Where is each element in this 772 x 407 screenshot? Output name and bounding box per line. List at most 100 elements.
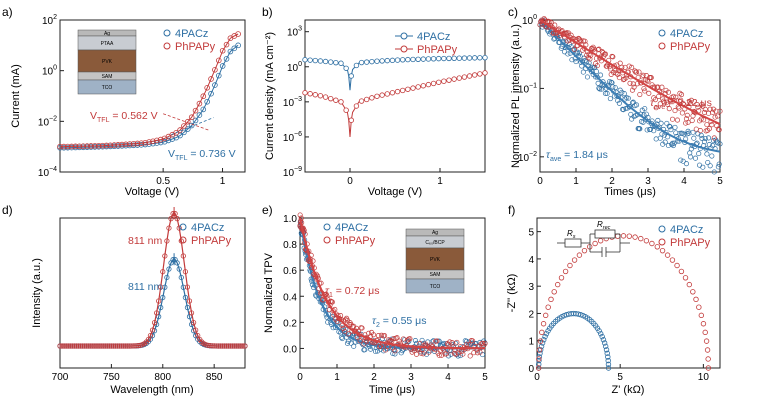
legend-marker-phpapy — [658, 238, 666, 246]
series-c — [537, 16, 723, 175]
x-tick-label: 700 — [52, 372, 69, 383]
x-tick-label: 3 — [408, 372, 414, 383]
y-axis-label-f: -Z'' (kΩ) — [506, 274, 518, 313]
data-point-phpapy — [154, 137, 160, 144]
plot-frame-e — [299, 217, 486, 369]
data-point-4pacz — [681, 131, 687, 137]
data-point-phpapy — [150, 138, 156, 145]
data-point-phpapy — [240, 343, 246, 349]
data-point-4pacz — [667, 124, 673, 130]
data-point-4pacz — [412, 338, 418, 344]
data-point-phpapy — [162, 253, 168, 259]
x-axis-label-c: Times (μs) — [604, 186, 656, 198]
data-point-phpapy — [623, 75, 629, 81]
data-point-4pacz — [446, 55, 452, 62]
data-point-phpapy — [693, 296, 699, 303]
data-point-4pacz — [212, 82, 218, 88]
data-point-phpapy — [607, 66, 613, 72]
data-point-phpapy — [212, 67, 218, 73]
data-point-4pacz — [223, 56, 230, 62]
data-point-phpapy — [242, 343, 248, 349]
data-point-4pacz — [405, 56, 411, 63]
data-point-4pacz — [619, 89, 625, 95]
data-point-4pacz — [322, 58, 329, 65]
data-point-phpapy — [648, 75, 654, 81]
data-point-phpapy — [664, 252, 671, 258]
data-point-4pacz — [573, 59, 579, 65]
data-point-4pacz — [598, 330, 604, 337]
data-point-phpapy — [195, 332, 201, 339]
data-point-4pacz — [593, 68, 600, 75]
data-point-phpapy — [447, 339, 453, 345]
data-point-4pacz — [160, 294, 166, 301]
y-tick-label: 100 — [522, 14, 537, 27]
data-point-phpapy — [633, 69, 640, 75]
data-point-4pacz — [669, 140, 676, 146]
inset-layer-label: C₆₀/BCP — [425, 240, 445, 246]
legend-label-4pacz: 4PACz — [335, 222, 368, 234]
y-tick-label: 0 — [528, 364, 534, 375]
data-point-phpapy — [364, 338, 370, 344]
data-point-phpapy — [620, 233, 627, 239]
y-tick-label: 0.0 — [283, 344, 297, 355]
data-point-4pacz — [436, 55, 442, 62]
data-point-4pacz — [369, 58, 375, 65]
data-point-phpapy — [80, 143, 87, 149]
y-tick-label: 1.0 — [283, 214, 297, 225]
data-point-4pacz — [704, 151, 710, 157]
legend-marker-phpapy — [163, 42, 171, 50]
data-point-phpapy — [219, 47, 226, 54]
data-point-phpapy — [180, 253, 186, 259]
x-axis-label-d: Wavelength (nm) — [110, 384, 193, 396]
fit-line-phpapy — [539, 19, 721, 125]
legend-c: 4PACz PhPAPy — [658, 28, 711, 53]
data-point-phpapy — [704, 347, 711, 353]
data-point-phpapy — [472, 72, 478, 78]
data-point-phpapy — [312, 92, 318, 98]
circuit-label-rrec: Rrec — [597, 220, 611, 231]
data-point-4pacz — [477, 55, 483, 61]
data-point-4pacz — [463, 338, 470, 344]
data-point-4pacz — [642, 106, 648, 112]
data-point-phpapy — [400, 336, 406, 342]
data-point-phpapy — [342, 329, 348, 335]
data-point-phpapy — [174, 216, 180, 222]
legend-b: 4PACz PhPAPy — [395, 31, 458, 56]
x-tick-label: 5 — [717, 176, 723, 187]
data-point-phpapy — [166, 225, 172, 231]
data-point-phpapy — [348, 117, 354, 123]
data-point-4pacz — [599, 333, 605, 340]
data-point-4pacz — [705, 135, 712, 141]
data-point-phpapy — [441, 78, 447, 84]
data-point-phpapy — [392, 348, 398, 354]
data-point-phpapy — [638, 235, 644, 242]
data-point-4pacz — [192, 117, 199, 124]
data-point-phpapy — [690, 289, 696, 295]
data-point-phpapy — [649, 240, 655, 247]
x-tick-label: 0 — [534, 372, 540, 383]
legend-d: 4PACz PhPAPy — [179, 222, 232, 247]
data-point-4pacz — [690, 129, 696, 135]
x-tick-label: 3 — [645, 176, 651, 187]
inset-layer-label: Ag — [432, 230, 438, 236]
data-point-phpapy — [467, 353, 473, 359]
data-point-4pacz — [612, 85, 618, 91]
x-tick-label: 1 — [437, 176, 443, 187]
plot-frame-b — [304, 19, 486, 173]
data-point-phpapy — [474, 350, 481, 356]
y-axis-label-e: Normalized TPV — [263, 252, 275, 333]
legend-marker-4pacz — [323, 223, 331, 231]
data-point-phpapy — [145, 336, 151, 343]
data-point-phpapy — [460, 351, 466, 357]
data-point-phpapy — [701, 109, 708, 115]
data-point-4pacz — [595, 80, 601, 86]
data-point-4pacz — [441, 340, 447, 347]
data-point-phpapy — [453, 351, 459, 357]
data-point-4pacz — [461, 55, 468, 61]
data-point-4pacz — [664, 120, 670, 126]
data-point-4pacz — [379, 58, 385, 64]
data-point-4pacz — [389, 57, 396, 64]
data-point-phpapy — [204, 85, 210, 91]
data-point-phpapy — [477, 71, 483, 77]
y-tick-label: 3 — [528, 282, 534, 293]
